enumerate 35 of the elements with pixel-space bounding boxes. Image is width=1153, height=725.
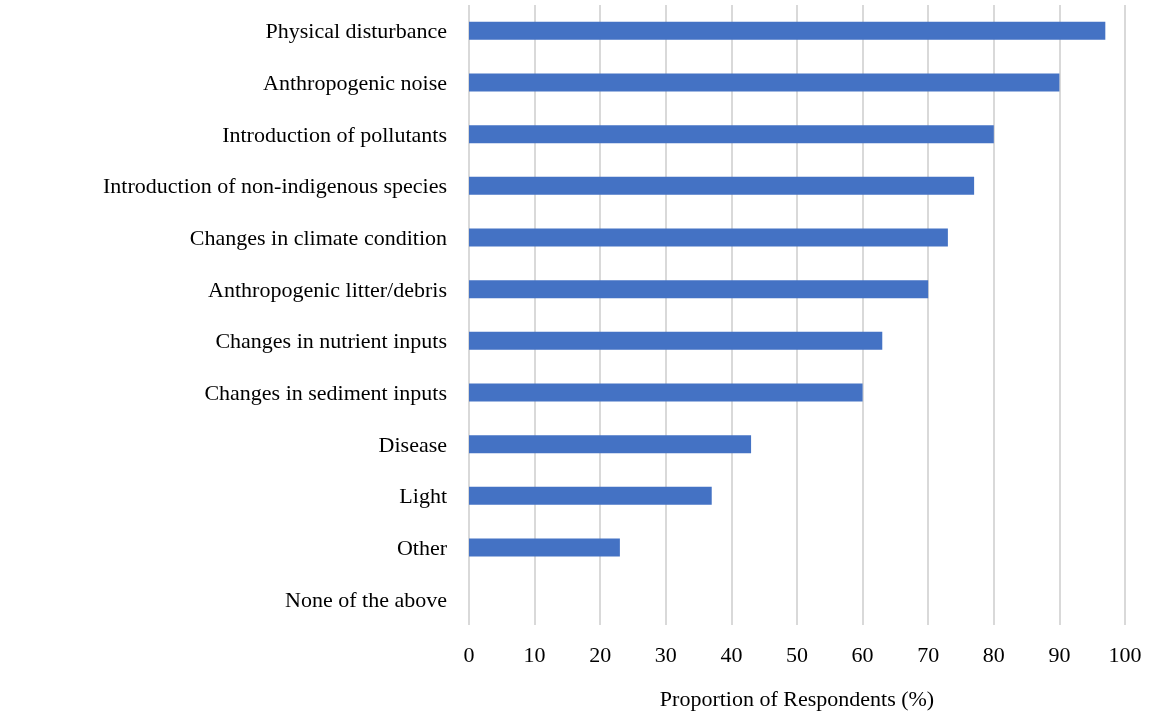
bar [469, 125, 994, 144]
bar [469, 538, 620, 557]
x-tick-label: 70 [917, 641, 940, 667]
x-axis-title: Proportion of Respondents (%) [659, 685, 935, 711]
bar [469, 435, 752, 454]
x-tick-label: 20 [589, 641, 612, 667]
y-tick-label: Changes in climate condition [189, 225, 447, 250]
bar [469, 486, 712, 505]
y-tick-label: Anthropogenic litter/debris [208, 276, 447, 302]
y-tick-label: Other [396, 535, 448, 560]
x-tick-label: 90 [1048, 641, 1071, 667]
x-tick-label: 0 [463, 641, 475, 667]
x-tick-label: 80 [982, 641, 1005, 667]
bar [469, 280, 929, 299]
bar [469, 21, 1106, 40]
y-tick-label: None of the above [285, 586, 447, 612]
y-tick-label: Light [399, 483, 447, 509]
x-tick-label: 50 [786, 641, 808, 667]
y-tick-label: Changes in sediment inputs [204, 380, 447, 405]
y-tick-label: Disease [378, 431, 447, 457]
bar [469, 176, 975, 195]
bar [469, 331, 883, 350]
y-tick-label: Physical disturbance [265, 18, 447, 44]
y-tick-label: Anthropogenic noise [263, 70, 447, 95]
y-tick-label: Introduction of pollutants [222, 121, 447, 147]
x-tick-label: 10 [523, 641, 546, 667]
x-tick-label: 60 [851, 641, 874, 667]
y-tick-label: Introduction of non-indigenous species [103, 173, 447, 199]
bar [469, 73, 1060, 92]
x-tick-label: 100 [1108, 641, 1142, 667]
x-tick-label: 40 [720, 641, 743, 667]
bar [469, 228, 948, 247]
bar [469, 383, 863, 402]
x-tick-label: 30 [654, 641, 677, 667]
y-tick-label: Changes in nutrient inputs [215, 328, 447, 354]
